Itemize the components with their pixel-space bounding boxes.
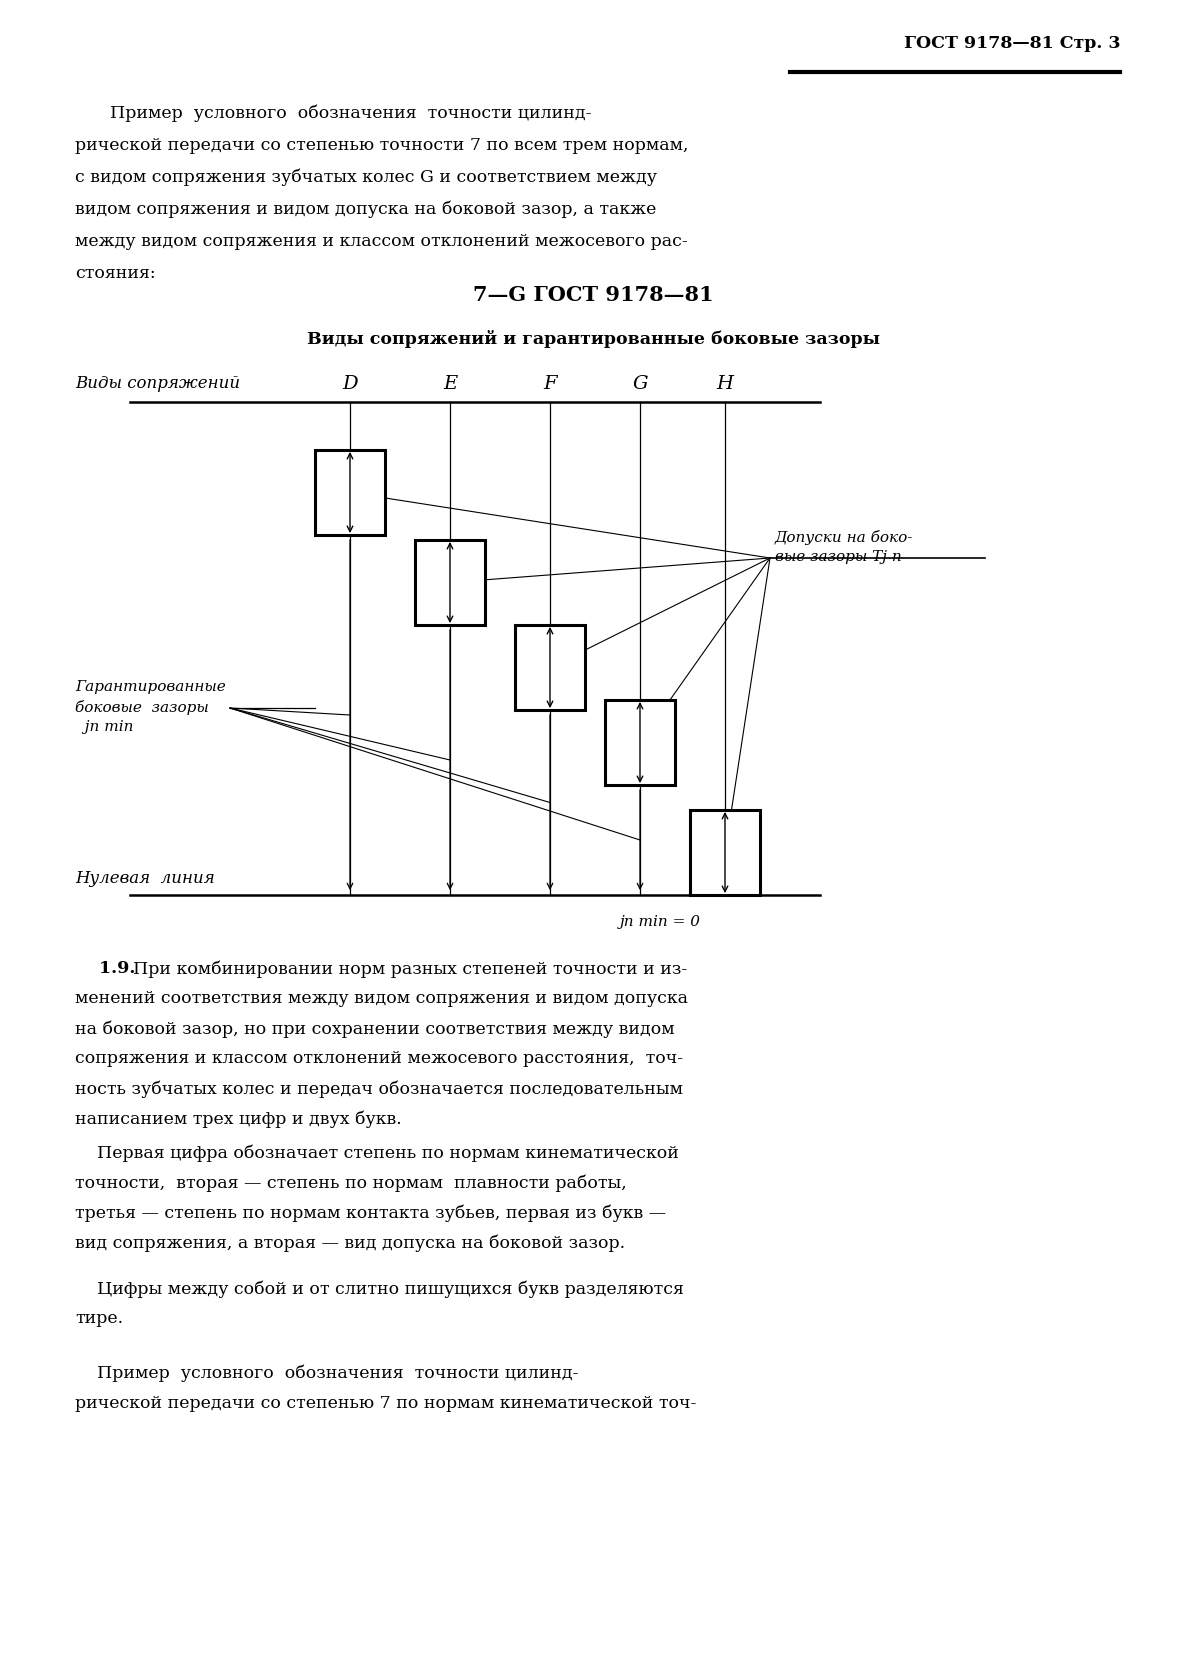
Text: Цифры между собой и от слитно пишущихся букв разделяются: Цифры между собой и от слитно пишущихся … <box>75 1279 684 1298</box>
Text: написанием трех цифр и двух букв.: написанием трех цифр и двух букв. <box>75 1110 401 1128</box>
Text: Допуски на боко-
вые зазоры Tj п: Допуски на боко- вые зазоры Tj п <box>775 531 913 564</box>
Text: jn min = 0: jn min = 0 <box>620 915 702 928</box>
Text: третья — степень по нормам контакта зубьев, первая из букв —: третья — степень по нормам контакта зубь… <box>75 1206 666 1222</box>
Text: ность зубчатых колес и передач обозначается последовательным: ность зубчатых колес и передач обозначае… <box>75 1080 683 1098</box>
Text: F: F <box>544 374 557 393</box>
Text: Первая цифра обозначает степень по нормам кинематической: Первая цифра обозначает степень по норма… <box>75 1145 679 1162</box>
Text: сопряжения и классом отклонений межосевого расстояния,  точ-: сопряжения и классом отклонений межосево… <box>75 1049 684 1066</box>
Text: Виды сопряжений: Виды сопряжений <box>75 374 240 391</box>
Bar <box>315 450 385 536</box>
Text: E: E <box>443 374 457 393</box>
Text: тире.: тире. <box>75 1310 123 1326</box>
Bar <box>605 700 675 786</box>
Text: При комбинировании норм разных степеней точности и из-: При комбинировании норм разных степеней … <box>133 960 687 977</box>
Text: рической передачи со степенью 7 по нормам кинематической точ-: рической передачи со степенью 7 по норма… <box>75 1395 697 1412</box>
Text: 7—G ГОСТ 9178—81: 7—G ГОСТ 9178—81 <box>474 285 713 306</box>
Text: Пример  условного  обозначения  точности цилинд-: Пример условного обозначения точности ци… <box>75 1365 578 1382</box>
Bar <box>690 809 760 895</box>
Text: H: H <box>717 374 734 393</box>
Text: на боковой зазор, но при сохранении соответствия между видом: на боковой зазор, но при сохранении соот… <box>75 1021 674 1038</box>
Text: вид сопряжения, а вторая — вид допуска на боковой зазор.: вид сопряжения, а вторая — вид допуска н… <box>75 1236 626 1253</box>
Text: D: D <box>342 374 357 393</box>
Bar <box>415 541 485 625</box>
Text: G: G <box>633 374 648 393</box>
Text: рической передачи со степенью точности 7 по всем трем нормам,: рической передачи со степенью точности 7… <box>75 138 688 154</box>
Text: ГОСТ 9178—81 Стр. 3: ГОСТ 9178—81 Стр. 3 <box>903 35 1121 52</box>
Text: видом сопряжения и видом допуска на боковой зазор, а также: видом сопряжения и видом допуска на боко… <box>75 201 656 218</box>
Text: Гарантированные
боковые  зазоры
  jn min: Гарантированные боковые зазоры jn min <box>75 680 226 734</box>
Text: между видом сопряжения и классом отклонений межосевого рас-: между видом сопряжения и классом отклоне… <box>75 233 687 250</box>
Text: точности,  вторая — степень по нормам  плавности работы,: точности, вторая — степень по нормам пла… <box>75 1175 627 1192</box>
Text: стояния:: стояния: <box>75 265 155 282</box>
Text: Нулевая  линия: Нулевая линия <box>75 870 215 887</box>
Text: с видом сопряжения зубчатых колес G и соответствием между: с видом сопряжения зубчатых колес G и со… <box>75 170 656 186</box>
Text: Виды сопряжений и гарантированные боковые зазоры: Виды сопряжений и гарантированные боковы… <box>307 331 880 348</box>
Text: 1.9.: 1.9. <box>75 960 135 977</box>
Text: Пример  условного  обозначения  точности цилинд-: Пример условного обозначения точности ци… <box>110 106 591 123</box>
Text: менений соответствия между видом сопряжения и видом допуска: менений соответствия между видом сопряже… <box>75 991 688 1007</box>
Bar <box>515 625 585 710</box>
